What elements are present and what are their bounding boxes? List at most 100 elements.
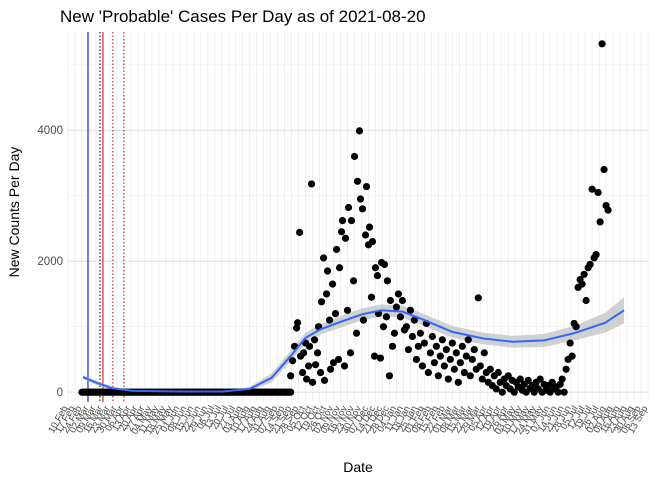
data-point: [335, 264, 344, 272]
data-point: [317, 298, 326, 306]
data-point: [358, 205, 367, 213]
data-point: [356, 195, 365, 203]
data-point: [402, 323, 411, 331]
data-point: [432, 342, 440, 350]
data-point: [338, 217, 347, 225]
data-point: [289, 357, 297, 365]
data-point: [412, 355, 420, 364]
data-point: [396, 313, 405, 321]
data-point: [410, 316, 419, 324]
data-point: [383, 277, 392, 285]
data-point: [592, 251, 600, 259]
data-point: [394, 290, 403, 298]
data-point: [580, 270, 588, 278]
data-point: [298, 368, 307, 377]
data-point: [450, 365, 458, 373]
data-point: [420, 339, 428, 347]
data-point: [362, 182, 371, 191]
data-point: [392, 303, 401, 311]
data-point: [340, 362, 349, 370]
data-point: [386, 296, 395, 305]
data-point: [458, 342, 466, 350]
data-point: [572, 323, 580, 331]
data-point: [385, 372, 394, 380]
data-point: [464, 336, 472, 344]
data-point: [287, 388, 295, 396]
data-point: [494, 368, 502, 377]
data-point: [388, 342, 397, 350]
data-point: [337, 228, 346, 236]
data-point: [367, 293, 376, 301]
data-point: [428, 332, 436, 341]
data-point: [325, 316, 334, 324]
data-point: [588, 185, 596, 193]
data-point: [446, 355, 454, 364]
data-point: [379, 323, 388, 331]
data-point: [308, 378, 317, 386]
data-point: [578, 280, 586, 288]
grid-lines: [67, 32, 649, 402]
data-point: [359, 316, 368, 324]
data-point: [596, 218, 604, 226]
data-point: [347, 217, 356, 225]
data-point: [456, 359, 464, 367]
data-point: [476, 362, 484, 370]
data-point: [524, 376, 532, 384]
data-point: [554, 388, 562, 396]
data-point: [373, 272, 382, 280]
data-point: [460, 368, 468, 377]
data-point: [349, 277, 358, 285]
data-point: [444, 375, 452, 383]
data-point: [361, 231, 370, 239]
data-point: [566, 339, 574, 347]
data-point: [452, 349, 460, 357]
y-tick-label: 0: [57, 387, 63, 399]
data-point: [346, 349, 355, 357]
data-point: [323, 267, 332, 275]
data-point: [353, 177, 362, 185]
smooth-trend-line: [82, 309, 625, 393]
data-point: [594, 188, 602, 197]
data-point: [466, 372, 474, 380]
data-point: [426, 349, 434, 357]
data-point: [414, 342, 422, 350]
data-point: [382, 313, 391, 321]
data-point: [307, 180, 316, 188]
data-point: [334, 355, 343, 364]
data-point: [418, 362, 426, 370]
chart-title: New 'Probable' Cases Per Day as of 2021-…: [60, 7, 426, 26]
data-point: [302, 375, 311, 383]
data-point: [294, 319, 302, 327]
data-point: [480, 349, 488, 357]
data-point: [436, 352, 444, 360]
data-point: [355, 127, 364, 135]
data-point: [560, 388, 568, 396]
data-point: [299, 349, 308, 357]
data-point: [478, 375, 486, 383]
data-point: [352, 329, 361, 337]
data-point: [598, 40, 606, 48]
data-point: [370, 352, 379, 360]
data-point: [326, 365, 335, 373]
data-point: [516, 375, 524, 383]
data-point: [440, 362, 448, 370]
data-point: [319, 254, 328, 262]
data-point: [313, 349, 322, 357]
data-point: [562, 365, 570, 373]
data-point: [287, 372, 295, 380]
data-point: [332, 245, 341, 254]
data-point: [404, 346, 413, 354]
data-point: [310, 336, 319, 344]
data-point: [365, 223, 374, 231]
y-tick-label: 2000: [37, 256, 63, 268]
data-point: [320, 376, 329, 384]
data-point: [368, 237, 377, 246]
data-point: [468, 355, 476, 364]
data-point: [296, 228, 304, 236]
data-point: [316, 368, 325, 377]
data-point: [600, 165, 608, 174]
data-point: [328, 280, 337, 288]
data-point: [558, 375, 566, 383]
